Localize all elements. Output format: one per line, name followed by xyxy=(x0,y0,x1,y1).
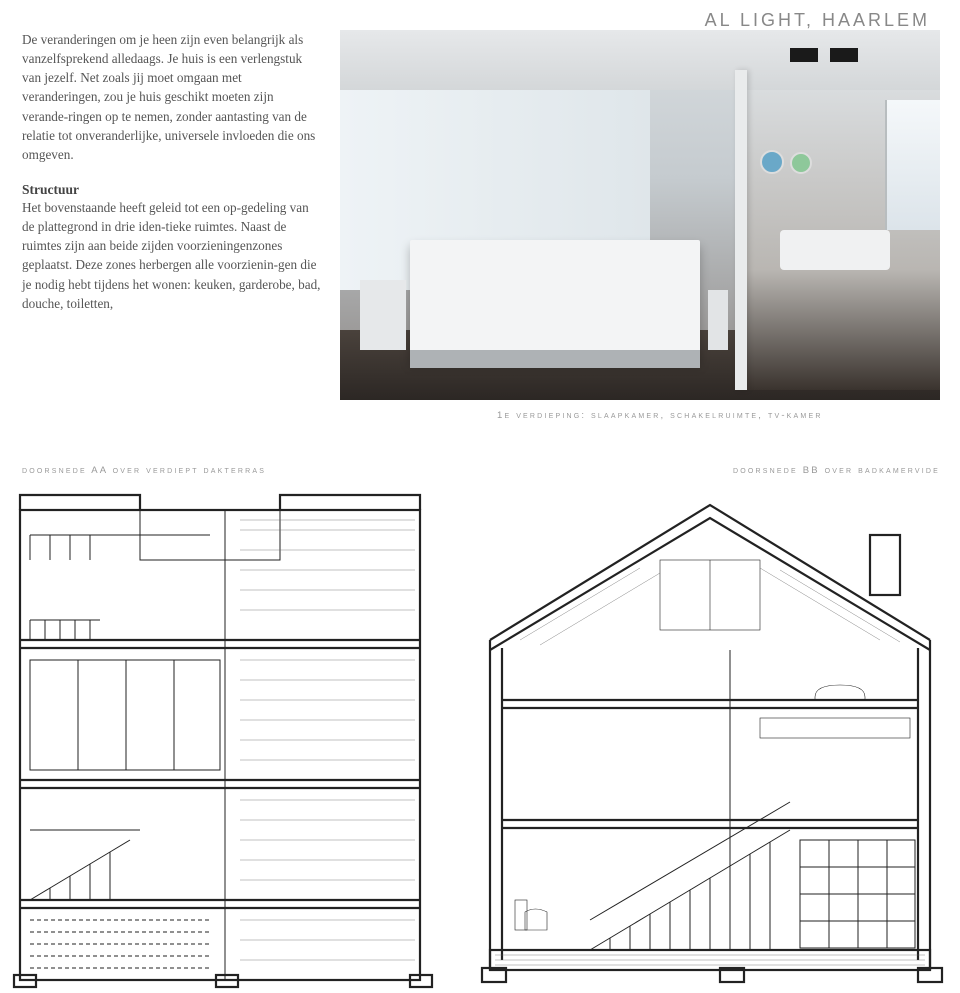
section-drawing-aa xyxy=(0,490,440,990)
bedroom-photo xyxy=(340,30,940,400)
section-drawing-bb xyxy=(460,490,960,990)
section-caption-bb: doorsnede BB over badkamervide xyxy=(733,465,940,476)
page-title: AL LIGHT, HAARLEM xyxy=(705,10,930,31)
photo-caption: 1e verdieping: slaapkamer, schakelruimte… xyxy=(497,410,823,421)
body-text-column: De veranderingen om je heen zijn even be… xyxy=(22,30,322,331)
paragraph-2: Het bovenstaande heeft geleid tot een op… xyxy=(22,198,322,313)
section-heading-structuur: Structuur xyxy=(22,182,322,198)
paragraph-1: De veranderingen om je heen zijn even be… xyxy=(22,30,322,164)
section-caption-aa: doorsnede AA over verdiept dakterras xyxy=(22,465,266,476)
